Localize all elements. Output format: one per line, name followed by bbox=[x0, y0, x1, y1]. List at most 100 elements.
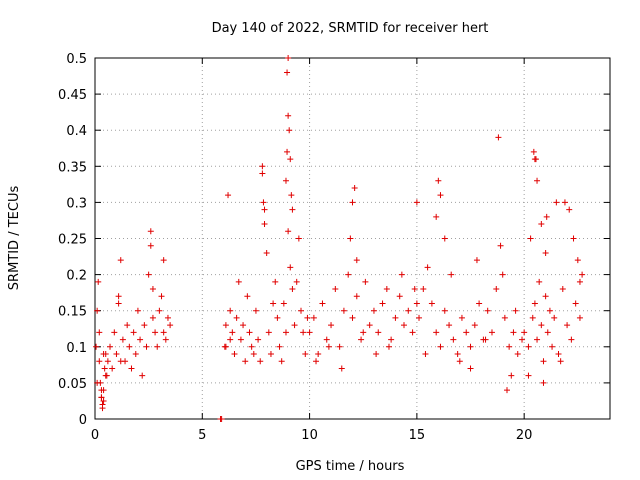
data-point bbox=[167, 322, 174, 329]
y-tick-label: 0.15 bbox=[58, 305, 87, 320]
data-point bbox=[298, 307, 304, 314]
data-point bbox=[398, 271, 405, 278]
data-point bbox=[302, 351, 309, 358]
data-point bbox=[107, 343, 114, 350]
data-point bbox=[555, 351, 562, 358]
data-point bbox=[411, 286, 418, 293]
y-tick-label: 0.05 bbox=[58, 377, 87, 392]
data-point bbox=[506, 343, 513, 350]
x-tick-label: 20 bbox=[516, 428, 533, 443]
data-point bbox=[288, 192, 295, 199]
data-point bbox=[332, 286, 339, 293]
data-point bbox=[250, 351, 257, 358]
data-point bbox=[222, 322, 229, 329]
data-point bbox=[336, 343, 343, 350]
data-point bbox=[366, 322, 373, 329]
data-point bbox=[420, 286, 427, 293]
data-point bbox=[310, 314, 317, 321]
data-point bbox=[441, 235, 448, 242]
data-point bbox=[328, 322, 335, 329]
data-point bbox=[227, 336, 234, 343]
x-tick-label: 0 bbox=[91, 428, 99, 443]
data-point bbox=[531, 300, 538, 307]
data-point bbox=[259, 163, 266, 170]
data-point bbox=[244, 293, 251, 300]
data-point bbox=[289, 286, 296, 293]
data-point bbox=[504, 387, 510, 394]
data-point bbox=[405, 307, 412, 314]
data-point bbox=[482, 336, 489, 343]
data-point bbox=[284, 69, 291, 76]
data-point bbox=[497, 242, 504, 249]
data-point bbox=[162, 336, 169, 343]
data-point bbox=[274, 314, 281, 321]
data-point bbox=[231, 351, 238, 358]
data-point bbox=[319, 300, 326, 307]
data-point bbox=[94, 379, 101, 386]
data-point bbox=[276, 343, 283, 350]
data-point bbox=[501, 314, 508, 321]
data-point bbox=[284, 148, 291, 155]
data-point bbox=[433, 329, 440, 336]
data-point bbox=[441, 307, 448, 314]
data-point bbox=[338, 365, 345, 372]
data-point bbox=[413, 300, 420, 307]
data-point bbox=[160, 329, 167, 336]
data-point bbox=[291, 322, 298, 329]
data-point bbox=[532, 156, 539, 163]
data-point bbox=[295, 235, 302, 242]
data-point bbox=[137, 336, 144, 343]
data-point bbox=[104, 358, 111, 365]
data-point bbox=[227, 307, 234, 314]
data-point bbox=[351, 184, 358, 191]
data-point bbox=[424, 264, 431, 271]
data-point bbox=[132, 351, 139, 358]
data-point bbox=[93, 343, 100, 350]
data-point bbox=[409, 329, 416, 336]
data-point bbox=[222, 343, 229, 350]
data-point bbox=[437, 192, 444, 199]
data-point bbox=[280, 300, 287, 307]
data-point bbox=[540, 379, 547, 386]
data-point bbox=[255, 336, 262, 343]
grid-lines bbox=[95, 58, 610, 419]
data-point bbox=[257, 358, 264, 365]
data-point bbox=[544, 329, 551, 336]
data-point bbox=[484, 307, 491, 314]
data-point bbox=[360, 329, 367, 336]
data-point bbox=[233, 314, 240, 321]
data-point bbox=[561, 199, 568, 206]
data-point bbox=[304, 314, 311, 321]
data-point bbox=[375, 329, 382, 336]
data-point bbox=[124, 322, 131, 329]
data-point bbox=[463, 329, 470, 336]
data-point bbox=[362, 278, 369, 285]
data-point bbox=[471, 322, 478, 329]
data-point bbox=[100, 397, 107, 404]
y-tick-label: 0.45 bbox=[58, 88, 87, 103]
data-point bbox=[551, 314, 558, 321]
data-point bbox=[566, 206, 573, 213]
chart-title: Day 140 of 2022, SRMTID for receiver her… bbox=[212, 21, 489, 36]
data-point bbox=[448, 271, 455, 278]
data-point bbox=[385, 343, 392, 350]
data-point bbox=[540, 358, 547, 365]
data-point bbox=[147, 242, 154, 249]
data-point bbox=[508, 372, 515, 379]
data-point bbox=[119, 336, 126, 343]
x-tick-label: 10 bbox=[301, 428, 318, 443]
data-point bbox=[94, 307, 101, 314]
data-point bbox=[270, 300, 277, 307]
y-tick-label: 0.4 bbox=[66, 124, 87, 139]
data-point bbox=[388, 336, 395, 343]
data-point bbox=[96, 358, 103, 365]
data-point bbox=[353, 257, 360, 264]
data-point bbox=[225, 192, 232, 199]
data-point bbox=[458, 314, 465, 321]
data-point bbox=[340, 307, 347, 314]
data-point bbox=[152, 329, 159, 336]
data-point bbox=[392, 314, 399, 321]
data-point bbox=[315, 351, 322, 358]
